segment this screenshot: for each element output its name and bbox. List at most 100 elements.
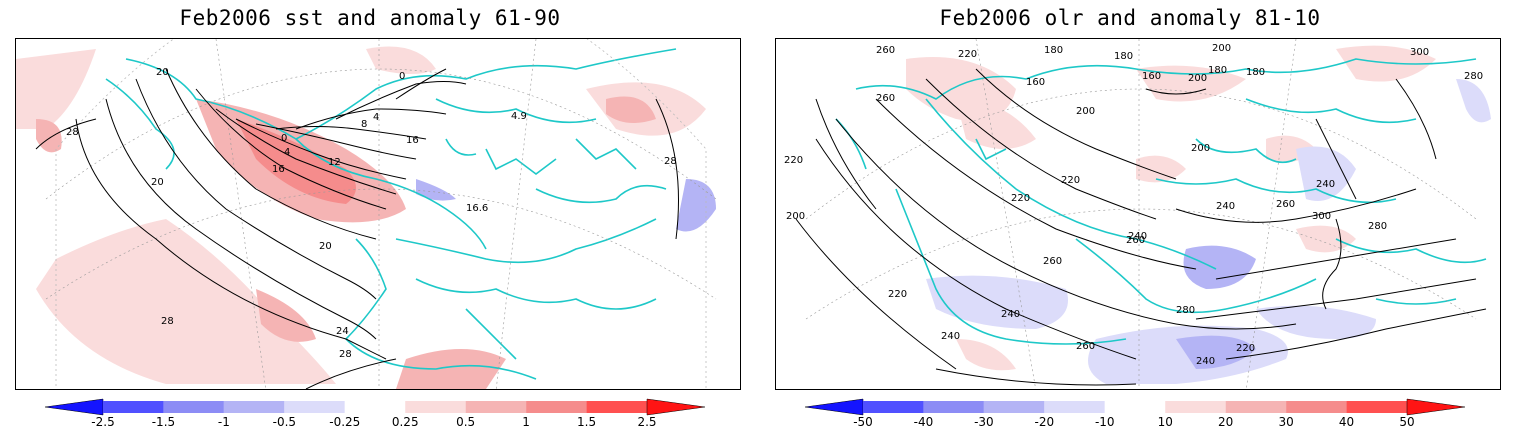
colorbar-cell	[1286, 401, 1347, 413]
colorbar-cell	[465, 401, 527, 413]
sst-label-4: 4	[373, 112, 379, 123]
olr-label-280: 280	[1464, 71, 1483, 82]
sst-label-16: 16	[272, 164, 285, 175]
olr-label-200: 200	[1212, 43, 1231, 54]
colorbar-cell	[405, 401, 466, 413]
colorbar-tick-label: 50	[1399, 415, 1415, 429]
sst-contours	[35, 68, 679, 389]
olr-colorbar-cells	[805, 398, 1465, 416]
colorbar-cell	[223, 401, 285, 413]
sst-label-28: 28	[664, 156, 677, 167]
olr-label-200: 200	[1076, 106, 1095, 117]
sst-panel: Feb2006 sst and anomaly 61-90	[0, 0, 741, 430]
olr-coastlines	[835, 58, 1487, 345]
olr-label-260: 260	[876, 93, 895, 104]
olr-label-200: 200	[1188, 73, 1207, 84]
olr-label-300: 300	[1312, 211, 1331, 222]
sst-label-28: 28	[66, 127, 79, 138]
olr-panel-title: Feb2006 olr and anomaly 81-10	[939, 6, 1321, 30]
colorbar-cell	[983, 401, 1045, 413]
sst-label-0: 0	[399, 71, 405, 82]
colorbar-tick-label: 2.5	[637, 415, 657, 429]
sst-label-16: 16	[406, 135, 419, 146]
olr-label-160: 160	[1142, 71, 1161, 82]
colorbar-tick-label: 1	[522, 415, 530, 429]
colorbar-arrow-low	[805, 398, 864, 416]
olr-label-220: 220	[958, 49, 977, 60]
olr-label-180: 180	[1246, 67, 1265, 78]
olr-contours	[795, 68, 1487, 386]
colorbar-tick-label: 0.25	[391, 415, 419, 429]
sst-label-28: 28	[339, 349, 352, 360]
olr-label-240: 240	[1316, 179, 1335, 190]
colorbar-tick-label: 20	[1218, 415, 1234, 429]
olr-label-240: 240	[1196, 356, 1215, 367]
colorbar-cell	[103, 401, 164, 413]
colorbar-cell	[586, 401, 647, 413]
colorbar-tick-label: 0.5	[456, 415, 476, 429]
olr-label-220: 220	[784, 155, 803, 166]
sst-panel-title: Feb2006 sst and anomaly 61-90	[179, 6, 561, 30]
sst-label-8: 8	[361, 119, 367, 130]
sst-label-20: 20	[156, 67, 169, 78]
sst-label-20: 20	[319, 241, 332, 252]
colorbar-cell	[1104, 401, 1166, 413]
olr-label-280: 280	[1368, 221, 1387, 232]
sst-label-24: 24	[336, 326, 349, 337]
olr-label-260: 260	[1076, 341, 1095, 352]
olr-graticule	[805, 39, 1477, 389]
olr-label-260: 260	[1126, 235, 1145, 246]
olr-label-220: 220	[1061, 175, 1080, 186]
sst-colorbar	[45, 398, 705, 416]
sst-label-20: 20	[151, 177, 164, 188]
colorbar-tick-label: -0.25	[329, 415, 361, 429]
colorbar-cell	[1346, 401, 1407, 413]
colorbar-cell	[163, 401, 224, 413]
colorbar-tick-label: -1	[217, 415, 230, 429]
colorbar-arrow-high	[646, 398, 705, 416]
colorbar-tick-label: 1.5	[577, 415, 597, 429]
olr-label-260: 260	[876, 45, 895, 56]
colorbar-cell	[1225, 401, 1287, 413]
colorbar-tick-label: 30	[1278, 415, 1294, 429]
olr-map-svg: 260 220 180 160 180 200 180 160 200 180 …	[784, 39, 1491, 389]
colorbar-tick-label: -50	[853, 415, 873, 429]
olr-map: 260 220 180 160 180 200 180 160 200 180 …	[775, 38, 1501, 390]
sst-label-4-9: 4.9	[511, 111, 527, 122]
colorbar-tick-label: 40	[1338, 415, 1355, 429]
olr-label-160: 160	[1026, 77, 1045, 88]
colorbar-tick-label: 10	[1157, 415, 1173, 429]
sst-colorbar-cells	[45, 398, 705, 416]
olr-label-180: 180	[1114, 51, 1133, 62]
colorbar-tick-label: -20	[1034, 415, 1055, 429]
olr-panel: Feb2006 olr and anomaly 81-10	[760, 0, 1501, 430]
olr-label-180: 180	[1044, 45, 1063, 56]
colorbar-cell	[1165, 401, 1226, 413]
sst-domain-mask	[16, 39, 740, 389]
olr-label-240: 240	[941, 331, 960, 342]
colorbar-tick-label: -0.5	[272, 415, 297, 429]
olr-colorbar	[805, 398, 1465, 416]
colorbar-tick-label: -1.5	[151, 415, 176, 429]
sst-anomaly-shading	[16, 46, 716, 389]
olr-label-180: 180	[1208, 65, 1227, 76]
sst-label-12: 12	[328, 157, 341, 168]
colorbar-tick-label: -10	[1094, 415, 1115, 429]
colorbar-cell	[863, 401, 924, 413]
colorbar-tick-label: -40	[913, 415, 934, 429]
olr-label-200: 200	[1191, 143, 1210, 154]
colorbar-cell	[923, 401, 984, 413]
olr-label-240: 240	[1216, 201, 1235, 212]
olr-label-220: 220	[1011, 193, 1030, 204]
olr-label-260: 260	[1276, 199, 1295, 210]
sst-contour-labels: 28 28 20 20 0 4 8 12 16 0 4 16 20 24 28 …	[66, 67, 677, 360]
olr-label-240: 240	[1128, 231, 1147, 242]
olr-label-240: 240	[1001, 309, 1020, 320]
olr-label-300: 300	[1410, 47, 1429, 58]
sst-label-4: 4	[284, 147, 290, 158]
colorbar-cell	[526, 401, 587, 413]
sst-map: 28 28 20 20 0 4 8 12 16 0 4 16 20 24 28 …	[15, 38, 741, 390]
olr-label-280: 280	[1176, 305, 1195, 316]
colorbar-cell	[1044, 401, 1105, 413]
colorbar-arrow-high	[1406, 398, 1465, 416]
